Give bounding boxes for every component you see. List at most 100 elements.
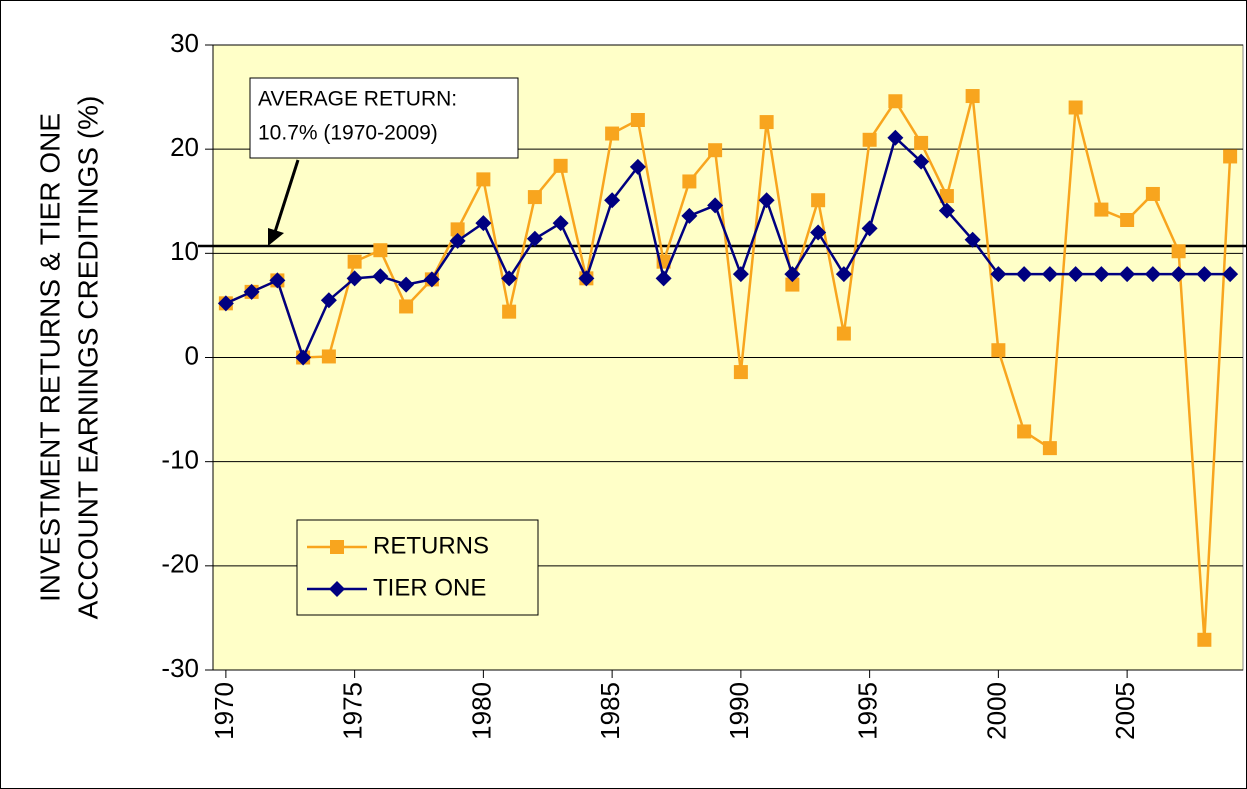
- x-tick-label: 2000: [981, 682, 1011, 740]
- data-point: [965, 89, 980, 104]
- data-point: [1041, 266, 1058, 283]
- annotation-text: 10.7% (1970-2009): [258, 122, 438, 145]
- data-point: [887, 129, 904, 146]
- arrow-head: [268, 228, 284, 246]
- data-point: [1042, 441, 1057, 456]
- data-point: [398, 276, 415, 293]
- data-point: [347, 254, 362, 269]
- data-point: [1223, 149, 1238, 164]
- data-point: [785, 277, 800, 292]
- data-point: [502, 304, 517, 319]
- data-point: [1093, 266, 1110, 283]
- data-point: [423, 271, 440, 288]
- series-line: [225, 95, 1232, 640]
- y-tick-label: 30: [170, 28, 199, 58]
- data-point: [346, 270, 363, 287]
- data-point: [655, 270, 672, 287]
- y-tick-label: 0: [185, 340, 199, 370]
- data-point: [1171, 244, 1186, 259]
- data-point: [1119, 266, 1136, 283]
- data-point: [708, 143, 723, 158]
- data-point: [449, 232, 466, 249]
- data-point: [758, 192, 775, 209]
- data-point: [1120, 213, 1135, 227]
- x-tick-label: 1985: [595, 682, 625, 740]
- data-point: [552, 215, 569, 232]
- legend-label: TIER ONE: [373, 574, 486, 601]
- legend-marker: [329, 581, 345, 597]
- annotation-text: AVERAGE RETURN:: [258, 88, 457, 111]
- data-point: [321, 349, 336, 364]
- legend-box: [296, 519, 539, 616]
- data-point: [399, 299, 414, 314]
- data-point: [1016, 266, 1033, 283]
- data-point: [501, 270, 518, 287]
- data-point: [295, 349, 312, 366]
- y-tick-label: 10: [170, 236, 199, 266]
- data-point: [835, 266, 852, 283]
- data-point: [526, 230, 543, 247]
- data-point: [888, 94, 903, 109]
- data-point: [784, 266, 801, 283]
- legend-label: RETURNS: [373, 532, 489, 559]
- data-point: [682, 174, 697, 189]
- y-tick-label: -30: [161, 653, 199, 683]
- data-point: [733, 365, 748, 380]
- data-point: [630, 113, 645, 127]
- data-point: [939, 189, 954, 204]
- data-point: [938, 202, 955, 219]
- legend-marker: [330, 540, 344, 554]
- data-point: [1145, 186, 1160, 201]
- data-point: [836, 326, 851, 341]
- data-point: [217, 295, 234, 312]
- data-point: [1196, 266, 1213, 283]
- data-point: [1197, 632, 1212, 647]
- y-tick-label: -10: [161, 445, 199, 475]
- series-line: [225, 135, 1231, 361]
- data-point: [320, 292, 337, 309]
- data-point: [1144, 266, 1161, 283]
- data-point: [629, 158, 646, 175]
- annotation-arrow: [273, 159, 300, 233]
- data-point: [372, 268, 389, 285]
- data-point: [681, 207, 698, 224]
- data-point: [475, 215, 492, 232]
- annotation-box: [249, 77, 519, 159]
- data-point: [1222, 266, 1239, 283]
- x-tick-label: 1980: [466, 682, 496, 740]
- x-tick-label: 1970: [209, 682, 239, 740]
- data-point: [759, 115, 774, 130]
- data-point: [476, 172, 491, 187]
- x-tick-label: 1990: [724, 682, 754, 740]
- data-point: [450, 222, 465, 237]
- data-point: [990, 266, 1007, 283]
- x-tick-label: 1995: [853, 682, 883, 740]
- data-point: [1094, 202, 1109, 217]
- data-point: [913, 153, 930, 170]
- data-point: [964, 231, 981, 248]
- data-point: [810, 224, 827, 241]
- data-point: [553, 158, 568, 173]
- data-point: [862, 132, 877, 147]
- data-point: [861, 220, 878, 237]
- data-point: [732, 266, 749, 283]
- data-point: [1068, 100, 1083, 115]
- data-point: [991, 343, 1006, 358]
- x-tick-label: 2005: [1110, 682, 1140, 740]
- data-point: [373, 243, 388, 258]
- data-point: [707, 197, 724, 214]
- data-point: [527, 190, 542, 205]
- y-axis-title: INVESTMENT RETURNS & TIER ONE: [34, 113, 65, 602]
- data-point: [1067, 266, 1084, 283]
- data-point: [243, 283, 260, 300]
- data-point: [1017, 424, 1032, 439]
- y-tick-label: -20: [161, 549, 199, 579]
- data-point: [578, 270, 595, 287]
- data-point: [605, 126, 620, 141]
- data-point: [604, 192, 621, 209]
- data-point: [1170, 266, 1187, 283]
- data-point: [811, 193, 826, 208]
- data-point: [914, 135, 929, 150]
- y-axis-title: ACCOUNT EARNINGS CREDITINGS (%): [72, 96, 103, 620]
